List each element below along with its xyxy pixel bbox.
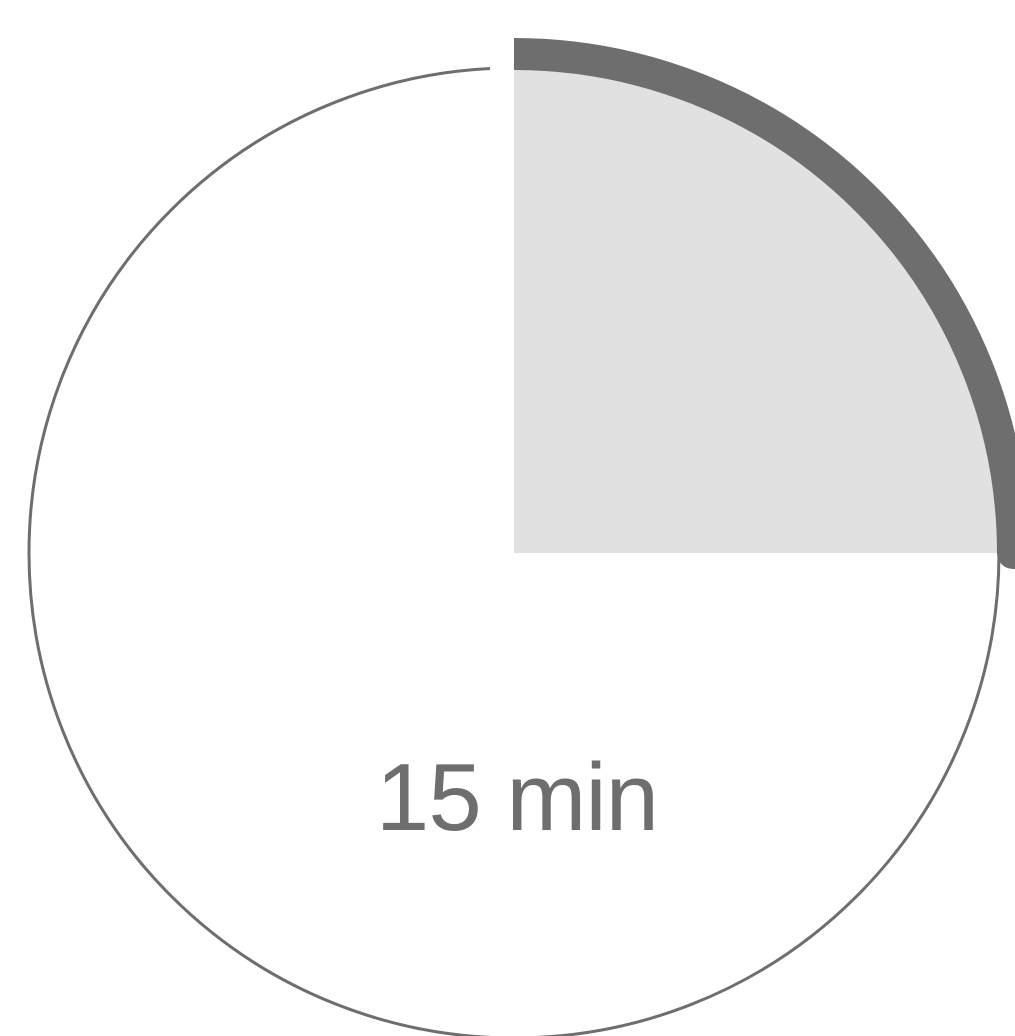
duration-label: 15 min: [376, 744, 658, 851]
elapsed-wedge: [514, 68, 999, 553]
progress-arc: [498, 38, 1015, 569]
arc-start-cap-mask: [490, 30, 514, 82]
